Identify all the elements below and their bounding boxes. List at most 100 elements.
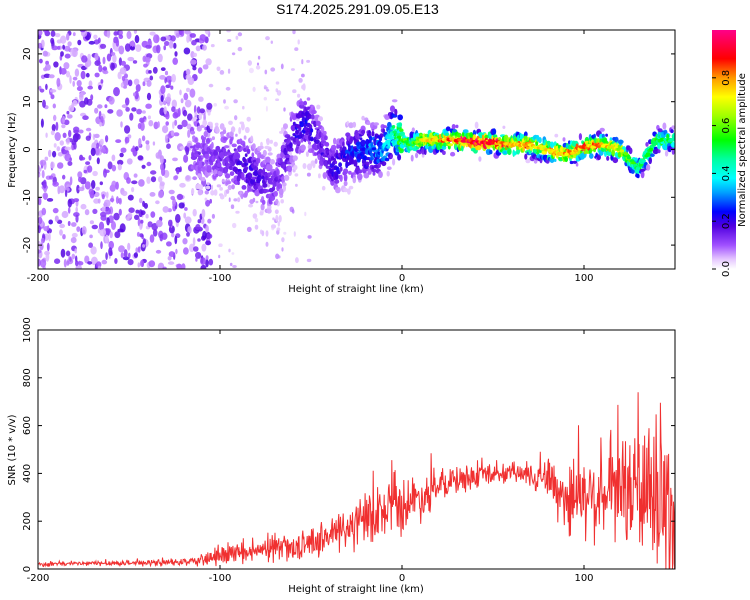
noise-speckle bbox=[162, 125, 169, 134]
signal-blob bbox=[205, 185, 211, 190]
noise-speckle bbox=[132, 60, 138, 64]
ridge-core bbox=[624, 152, 629, 156]
noise-speckle bbox=[263, 86, 269, 90]
chart-title: S174.2025.291.09.05.E13 bbox=[276, 1, 439, 17]
signal-blob bbox=[199, 184, 203, 191]
snr-x-axis-label: Height of straight line (km) bbox=[288, 584, 424, 595]
noise-speckle bbox=[60, 51, 64, 57]
y-tick-label: 200 bbox=[22, 512, 33, 531]
signal-blob bbox=[334, 179, 340, 184]
noise-speckle bbox=[74, 68, 80, 77]
signal-blob bbox=[259, 145, 264, 150]
noise-speckle bbox=[196, 106, 201, 114]
noise-speckle bbox=[134, 146, 139, 152]
signal-blob bbox=[282, 182, 287, 187]
signal-blob bbox=[411, 127, 415, 133]
noise-speckle bbox=[71, 253, 76, 260]
noise-speckle bbox=[89, 234, 93, 239]
noise-speckle bbox=[160, 85, 166, 94]
signal-blob bbox=[267, 164, 273, 172]
signal-blob bbox=[378, 171, 383, 178]
noise-speckle bbox=[139, 259, 145, 267]
noise-speckle bbox=[153, 34, 160, 44]
noise-speckle bbox=[232, 265, 237, 268]
noise-speckle bbox=[100, 115, 104, 124]
noise-speckle bbox=[38, 249, 42, 254]
signal-blob bbox=[596, 154, 602, 161]
noise-speckle bbox=[52, 181, 59, 187]
noise-speckle bbox=[76, 226, 81, 232]
noise-speckle bbox=[149, 234, 155, 243]
y-tick-label: -20 bbox=[22, 237, 33, 253]
noise-speckle bbox=[65, 250, 71, 257]
noise-speckle bbox=[131, 40, 135, 48]
noise-speckle bbox=[231, 252, 235, 255]
noise-speckle bbox=[168, 189, 175, 195]
noise-speckle bbox=[76, 86, 83, 92]
noise-speckle bbox=[276, 227, 281, 232]
ridge-core bbox=[672, 138, 675, 142]
noise-speckle bbox=[176, 168, 180, 175]
signal-blob bbox=[197, 173, 202, 179]
signal-blob bbox=[324, 142, 330, 147]
noise-speckle bbox=[109, 231, 113, 239]
ridge-core bbox=[641, 159, 646, 163]
noise-speckle bbox=[292, 89, 297, 94]
signal-blob bbox=[217, 170, 223, 176]
signal-blob bbox=[221, 178, 225, 183]
signal-blob bbox=[265, 156, 271, 164]
noise-speckle bbox=[138, 137, 142, 147]
signal-blob bbox=[292, 155, 298, 161]
signal-blob bbox=[657, 128, 663, 133]
noise-speckle bbox=[176, 263, 182, 269]
ridge-core bbox=[433, 136, 438, 140]
noise-speckle bbox=[193, 52, 197, 58]
noise-speckle bbox=[189, 88, 196, 98]
noise-speckle bbox=[195, 45, 201, 52]
spectrogram-marks bbox=[38, 30, 675, 269]
noise-speckle bbox=[99, 229, 107, 237]
colorbar-tick-label: 0.6 bbox=[721, 118, 732, 134]
signal-blob bbox=[452, 129, 457, 133]
signal-blob bbox=[322, 130, 327, 136]
noise-speckle bbox=[99, 43, 107, 49]
signal-blob bbox=[662, 122, 667, 130]
noise-speckle bbox=[88, 40, 96, 45]
signal-blob bbox=[391, 99, 398, 103]
noise-speckle bbox=[177, 124, 183, 130]
signal-blob bbox=[478, 156, 482, 162]
noise-speckle bbox=[124, 43, 131, 52]
noise-speckle bbox=[133, 78, 140, 86]
signal-blob bbox=[309, 136, 314, 142]
signal-blob bbox=[577, 149, 581, 155]
noise-speckle bbox=[207, 218, 212, 224]
signal-blob bbox=[377, 163, 381, 168]
noise-speckle bbox=[120, 82, 124, 88]
noise-speckle bbox=[293, 231, 296, 237]
noise-speckle bbox=[85, 72, 90, 78]
signal-blob bbox=[203, 130, 208, 138]
noise-speckle bbox=[163, 45, 166, 51]
ridge-core bbox=[651, 143, 657, 147]
colorbar: 0.0 0.2 0.4 0.6 0.8 Normalized spectral ampl… bbox=[712, 30, 748, 277]
noise-speckle bbox=[62, 115, 66, 124]
noise-speckle bbox=[105, 252, 108, 260]
noise-speckle bbox=[130, 147, 136, 153]
snr-y-axis-label: SNR (10 * v/v) bbox=[7, 414, 18, 485]
signal-blob bbox=[344, 177, 348, 182]
noise-speckle bbox=[42, 99, 46, 109]
noise-speckle bbox=[130, 45, 135, 51]
noise-speckle bbox=[297, 39, 300, 45]
noise-speckle bbox=[184, 216, 192, 224]
noise-speckle bbox=[171, 232, 175, 238]
noise-speckle bbox=[111, 221, 116, 230]
noise-speckle bbox=[175, 213, 181, 223]
noise-speckle bbox=[168, 251, 175, 258]
noise-speckle bbox=[59, 140, 64, 146]
noise-speckle bbox=[205, 225, 209, 233]
noise-speckle bbox=[237, 32, 243, 37]
noise-speckle bbox=[294, 47, 299, 51]
noise-speckle bbox=[118, 245, 125, 253]
noise-speckle bbox=[127, 242, 131, 251]
noise-speckle bbox=[179, 166, 182, 173]
